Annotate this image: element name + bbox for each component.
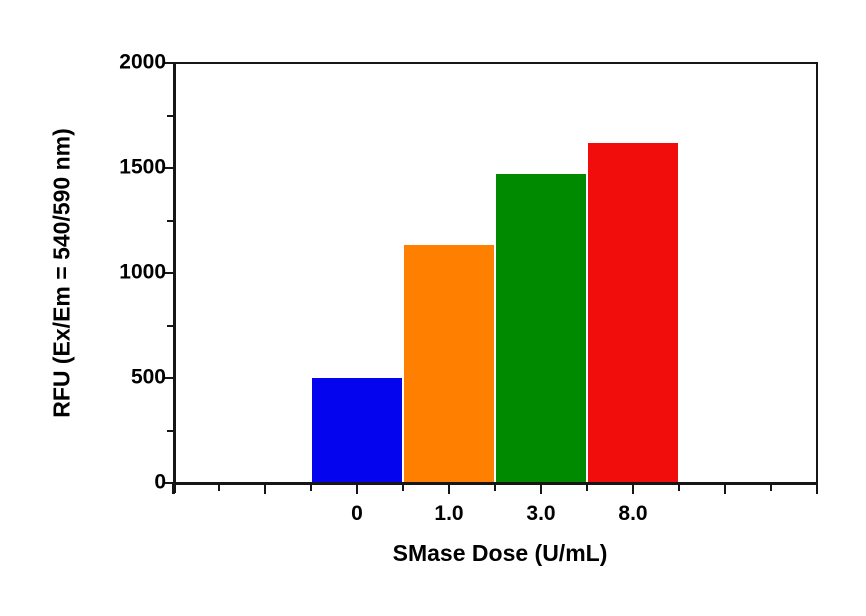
x-major-tick [540, 485, 542, 494]
axis-top [172, 62, 818, 64]
x-minor-tick [310, 485, 312, 491]
y-major-tick [163, 377, 173, 379]
y-major-tick [163, 62, 173, 64]
x-minor-tick [402, 485, 404, 491]
axis-left [173, 62, 176, 493]
x-tick-label: 8.0 [618, 502, 648, 525]
x-end-tick-left [171, 485, 175, 494]
y-axis-title: RFU (Ex/Em = 540/590 nm) [48, 128, 75, 418]
x-tick-label: 0 [351, 502, 363, 525]
bar-dose-1.0 [404, 244, 494, 484]
x-end-tick-right [816, 485, 818, 494]
y-minor-tick [167, 219, 173, 222]
y-tick-label: 1000 [119, 260, 166, 284]
bar-dose-0 [312, 377, 402, 484]
x-major-tick [632, 485, 634, 494]
axis-right [816, 62, 818, 493]
y-tick-label: 500 [130, 365, 166, 389]
x-major-tick [724, 485, 726, 494]
y-tick-label: 0 [154, 470, 166, 494]
x-major-tick [264, 485, 266, 494]
y-minor-tick [167, 114, 173, 117]
axis-bottom [172, 482, 818, 485]
y-tick-label: 2000 [119, 50, 166, 74]
x-minor-tick [678, 485, 680, 491]
y-minor-tick [167, 324, 173, 327]
x-major-tick [356, 485, 358, 494]
x-major-tick [448, 485, 450, 494]
x-minor-tick [494, 485, 496, 491]
x-minor-tick [218, 485, 220, 491]
y-minor-tick [167, 429, 173, 432]
y-tick-label: 1500 [119, 155, 166, 179]
x-minor-tick [586, 485, 588, 491]
y-major-tick [163, 272, 173, 274]
x-tick-label: 1.0 [434, 502, 464, 525]
y-major-tick [163, 167, 173, 169]
x-axis-title: SMase Dose (U/mL) [392, 540, 608, 566]
x-minor-tick [770, 485, 772, 491]
x-tick-label: 3.0 [526, 502, 556, 525]
bar-dose-3.0 [496, 174, 586, 484]
bar-dose-8.0 [588, 142, 678, 484]
y-major-tick [163, 482, 173, 484]
